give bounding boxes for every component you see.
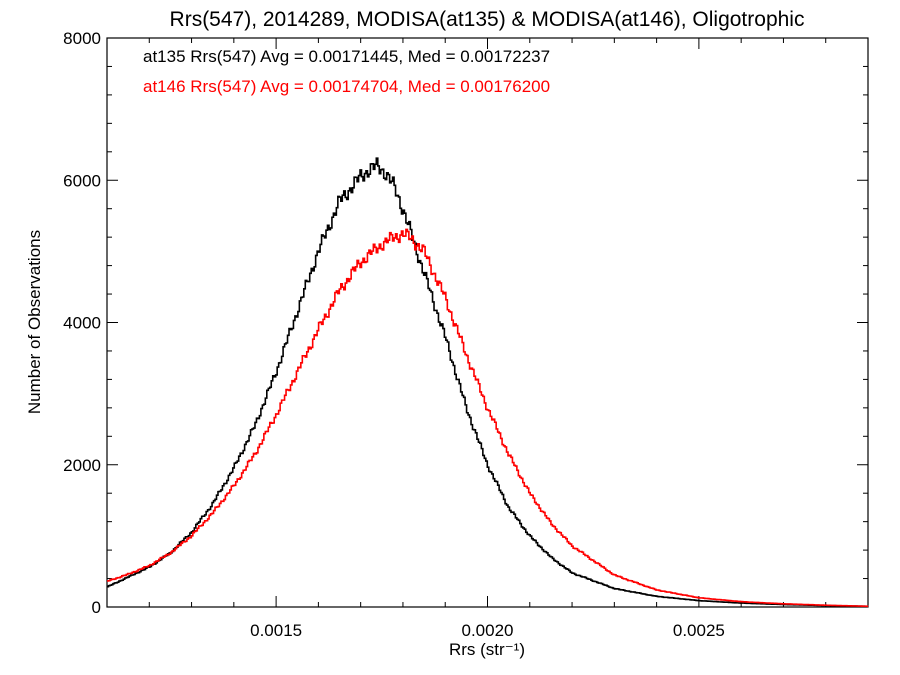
y-axis-label: Number of Observations (25, 230, 44, 414)
x-tick-label: 0.0020 (462, 621, 514, 640)
chart-title: Rrs(547), 2014289, MODISA(at135) & MODIS… (170, 8, 805, 31)
y-tick-label: 0 (92, 598, 101, 617)
plot-frame (106, 37, 869, 608)
y-tick-label: 4000 (63, 314, 101, 333)
series-line-1 (107, 228, 869, 608)
annotation-at135: at135 Rrs(547) Avg = 0.00171445, Med = 0… (143, 47, 550, 66)
y-tick-label: 8000 (63, 29, 101, 48)
series-lines (107, 157, 869, 608)
x-axis-ticks: 0.0015 0.0020 0.0025 (106, 38, 869, 640)
x-tick-label: 0.0025 (673, 621, 725, 640)
annotation-at146: at146 Rrs(547) Avg = 0.00174704, Med = 0… (143, 77, 550, 96)
x-tick-label: 0.0015 (250, 621, 302, 640)
series-line-0 (107, 157, 869, 608)
y-tick-label: 6000 (63, 171, 101, 190)
y-tick-label: 2000 (63, 456, 101, 475)
y-axis-ticks: 0 2000 4000 6000 8000 (63, 29, 868, 617)
x-axis-label: Rrs (str⁻¹) (449, 640, 525, 659)
